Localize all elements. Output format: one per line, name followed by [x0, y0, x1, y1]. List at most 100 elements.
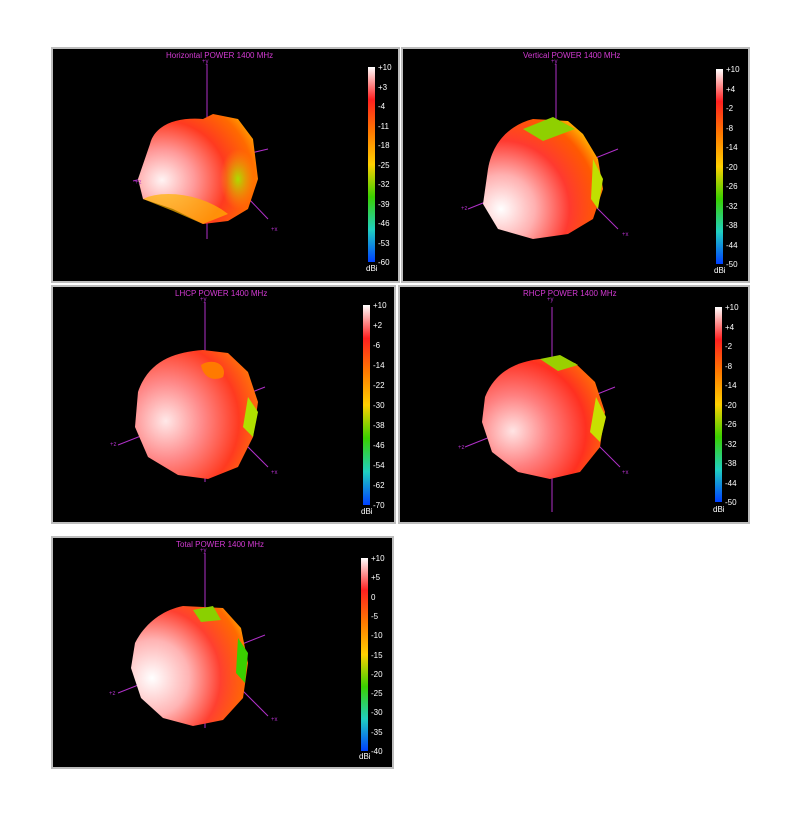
pattern-null-region — [193, 606, 221, 622]
z-axis-label: +z — [135, 180, 142, 186]
scale-tick: -32 — [725, 439, 737, 449]
scale-unit: dBi — [359, 752, 371, 761]
pattern-dip-region — [201, 361, 224, 379]
scale-tick: -44 — [726, 240, 738, 250]
scale-tick: +10 — [378, 63, 392, 72]
scale-tick: -6 — [373, 341, 381, 350]
pattern-null-region — [220, 149, 256, 209]
z-axis-label: +z — [458, 445, 465, 451]
scale-unit: dBi — [713, 505, 725, 514]
panel-title: Horizontal POWER 1400 MHz — [166, 51, 274, 60]
scale-tick: -11 — [378, 121, 389, 131]
pattern-null-region — [523, 117, 575, 141]
scale-tick: -38 — [373, 421, 385, 430]
scale-tick: -18 — [378, 141, 390, 150]
scale-tick: -26 — [725, 420, 737, 429]
scale-tick: +3 — [378, 82, 388, 92]
scale-tick: -14 — [373, 361, 385, 370]
panel-title: LHCP POWER 1400 MHz — [175, 289, 268, 298]
pattern-side-lobe — [236, 638, 248, 683]
scale-tick: -60 — [378, 258, 390, 267]
pattern-side-lobe — [590, 397, 606, 442]
scale-tick: -2 — [726, 104, 734, 113]
scale-tick: -20 — [726, 162, 738, 172]
scale-tick: -53 — [378, 238, 390, 248]
scale-tick: -35 — [371, 727, 383, 737]
scale-tick: -38 — [726, 221, 738, 230]
scale-tick: +4 — [725, 322, 735, 332]
scale-unit: dBi — [714, 266, 726, 275]
total-power-panel: Total POWER 1400 MHz +y +z +x +10 +5 0 -… — [51, 536, 394, 769]
panel-title: Total POWER 1400 MHz — [176, 540, 265, 549]
scale-tick: -44 — [725, 478, 737, 488]
scale-tick: +10 — [725, 303, 739, 312]
scale-tick: -22 — [373, 381, 385, 390]
scale-tick: +10 — [726, 65, 740, 74]
color-scale-bar — [716, 69, 723, 264]
scale-tick: -50 — [725, 498, 737, 507]
x-axis-label: +x — [622, 470, 629, 476]
radiation-pattern-plot — [117, 553, 269, 728]
scale-tick: -10 — [371, 631, 383, 641]
scale-tick: -32 — [378, 180, 390, 189]
y-axis-label: +y — [200, 548, 207, 554]
scale-tick: -15 — [371, 650, 383, 660]
scale-tick: -14 — [726, 143, 738, 152]
pattern-surface — [135, 350, 258, 479]
scale-tick: -32 — [726, 201, 738, 211]
scale-tick: -26 — [726, 182, 738, 191]
scale-tick: -8 — [725, 361, 733, 371]
horizontal-power-panel: Horizontal POWER 1400 MHz +y +z +x +10 +… — [51, 47, 400, 283]
scale-tick: +2 — [373, 321, 383, 330]
scale-unit: dBi — [361, 507, 373, 516]
scale-tick: +5 — [371, 573, 381, 583]
y-axis-label: +y — [551, 59, 558, 65]
scale-tick: -39 — [378, 199, 390, 209]
pattern-surface — [482, 359, 605, 479]
scale-tick: 0 — [371, 592, 376, 602]
scale-tick: -40 — [371, 747, 383, 756]
lhcp-power-panel: LHCP POWER 1400 MHz +y +z +x +10 +2 -6 -… — [51, 285, 396, 524]
panel-title: Vertical POWER 1400 MHz — [523, 51, 621, 60]
radiation-pattern-plot — [117, 302, 269, 482]
radiation-pattern-plot — [467, 64, 619, 239]
scale-tick: -54 — [373, 461, 385, 470]
radiation-pattern-plot — [464, 307, 621, 512]
scale-tick: -14 — [725, 381, 737, 390]
x-axis-label: +x — [622, 232, 629, 238]
pattern-side-lobe — [243, 397, 258, 437]
color-scale-bar — [368, 67, 375, 262]
scale-tick: -46 — [378, 219, 390, 228]
scale-tick: -4 — [378, 102, 386, 111]
scale-tick: -38 — [725, 459, 737, 468]
scale-tick: -30 — [373, 401, 385, 410]
rhcp-power-panel: RHCP POWER 1400 MHz +y +z +x +10 +4 -2 -… — [398, 285, 750, 524]
scale-tick: -70 — [373, 501, 385, 510]
scale-tick: -20 — [371, 669, 383, 679]
scale-tick: -50 — [726, 260, 738, 269]
scale-tick: +10 — [371, 554, 385, 563]
radiation-pattern-plot — [132, 64, 269, 239]
x-axis-label: +x — [271, 717, 278, 723]
pattern-lower-lobe — [143, 194, 228, 224]
scale-unit: dBi — [366, 264, 378, 273]
pattern-null-region — [540, 355, 578, 371]
scale-tick: -30 — [371, 708, 383, 718]
scale-tick: -20 — [725, 400, 737, 410]
vertical-power-panel: Vertical POWER 1400 MHz +y +z +x +10 +4 … — [401, 47, 750, 283]
pattern-side-lobe — [591, 159, 603, 209]
x-axis-label: +x — [271, 227, 278, 233]
y-axis-label: +y — [202, 59, 209, 65]
pattern-surface — [131, 606, 248, 726]
y-axis-label: +y — [200, 297, 207, 303]
color-scale-bar — [715, 307, 722, 502]
z-axis-label: +z — [109, 691, 116, 697]
scale-tick: -2 — [725, 342, 733, 351]
scale-tick: -46 — [373, 441, 385, 450]
color-scale-bar — [363, 305, 370, 505]
y-axis-label: +y — [547, 297, 554, 303]
z-axis-label: +z — [110, 442, 117, 448]
scale-tick: +10 — [373, 301, 387, 310]
scale-tick: -8 — [726, 123, 734, 133]
z-axis-label: +z — [461, 206, 468, 212]
